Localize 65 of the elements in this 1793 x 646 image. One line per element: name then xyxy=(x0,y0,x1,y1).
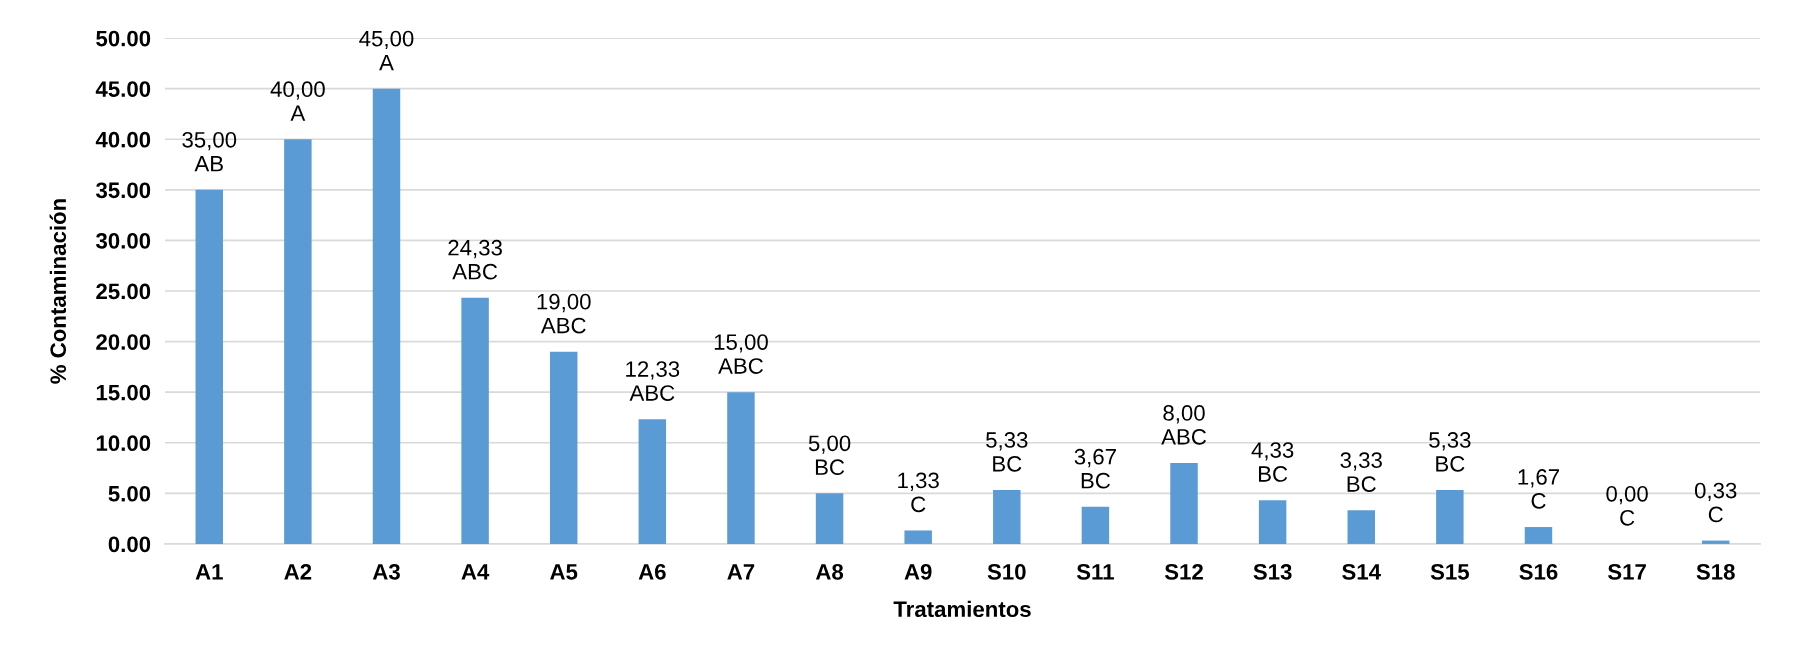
data-label: 15,00 ABC xyxy=(714,334,768,374)
data-label: 45,00 A xyxy=(359,30,414,71)
bar xyxy=(1258,500,1287,544)
data-label: 1,67 C xyxy=(1518,469,1559,509)
y-tick-label: 20.00 xyxy=(96,334,151,350)
data-label: 1,33 C xyxy=(898,472,939,513)
x-tick-label: A1 xyxy=(195,564,223,580)
data-label: 3,33 BC xyxy=(1340,452,1382,492)
y-tick-label: 15.00 xyxy=(96,384,151,401)
data-label: 5,33 BC xyxy=(1429,432,1471,472)
data-label: 5,00 BC xyxy=(808,435,851,476)
x-tick-label: S11 xyxy=(1076,563,1114,580)
bar xyxy=(904,530,932,544)
bar xyxy=(1524,527,1553,544)
y-tick-label: 5.00 xyxy=(108,485,151,502)
y-tick-label: 40.00 xyxy=(95,131,151,148)
bar xyxy=(549,351,578,544)
data-label: 5,33 BC xyxy=(986,432,1028,472)
x-tick-label: S15 xyxy=(1430,563,1470,580)
data-label: 8,00 ABC xyxy=(1161,405,1207,445)
x-tick-label: S13 xyxy=(1253,563,1292,580)
data-label: 3,67 BC xyxy=(1074,448,1116,489)
x-tick-label: A5 xyxy=(550,564,578,580)
bar xyxy=(284,139,312,544)
bar xyxy=(461,297,489,544)
data-label: 4,33 BC xyxy=(1251,442,1294,482)
data-label: 0,00 C xyxy=(1606,485,1648,526)
data-label: 0,33 C xyxy=(1694,482,1737,523)
data-label: 40,00 A xyxy=(270,81,325,121)
bar xyxy=(1436,490,1464,544)
bar xyxy=(727,392,755,544)
data-label: 35,00 AB xyxy=(182,131,237,172)
x-tick-label: A3 xyxy=(372,563,400,580)
x-tick-label: S10 xyxy=(987,563,1026,580)
data-label: 19,00 ABC xyxy=(537,293,591,334)
y-tick-label: 10.00 xyxy=(96,435,151,452)
x-tick-label: S17 xyxy=(1607,563,1646,580)
x-axis-title: Tratamientos xyxy=(893,600,1031,618)
data-label: 24,33 ABC xyxy=(448,239,502,280)
y-tick-label: 0.00 xyxy=(108,536,151,553)
y-tick-label: 50.00 xyxy=(96,30,151,47)
data-label: 12,33 ABC xyxy=(626,361,680,401)
x-tick-label: S12 xyxy=(1164,563,1203,580)
x-tick-label: A4 xyxy=(461,564,490,580)
bar xyxy=(993,490,1021,544)
y-tick-label: 30.00 xyxy=(95,232,151,249)
bar xyxy=(1170,463,1198,544)
x-tick-label: A8 xyxy=(815,563,844,580)
y-tick-label: 45.00 xyxy=(95,81,151,97)
x-tick-label: A2 xyxy=(284,563,312,580)
x-tick-label: A9 xyxy=(904,563,932,580)
y-tick-label: 25.00 xyxy=(96,283,151,300)
x-tick-label: A7 xyxy=(727,564,755,580)
y-tick-label: 35.00 xyxy=(95,182,151,199)
x-tick-label: S14 xyxy=(1342,563,1381,580)
bar xyxy=(1347,510,1375,544)
bar xyxy=(195,189,223,544)
bar xyxy=(1081,506,1110,544)
y-axis-title: % Contaminación xyxy=(49,199,67,384)
bar xyxy=(815,493,844,544)
x-tick-label: A6 xyxy=(638,563,666,580)
x-tick-label: S18 xyxy=(1696,563,1735,580)
x-tick-label: S16 xyxy=(1519,563,1558,580)
bar xyxy=(372,88,401,544)
bar xyxy=(638,419,667,544)
